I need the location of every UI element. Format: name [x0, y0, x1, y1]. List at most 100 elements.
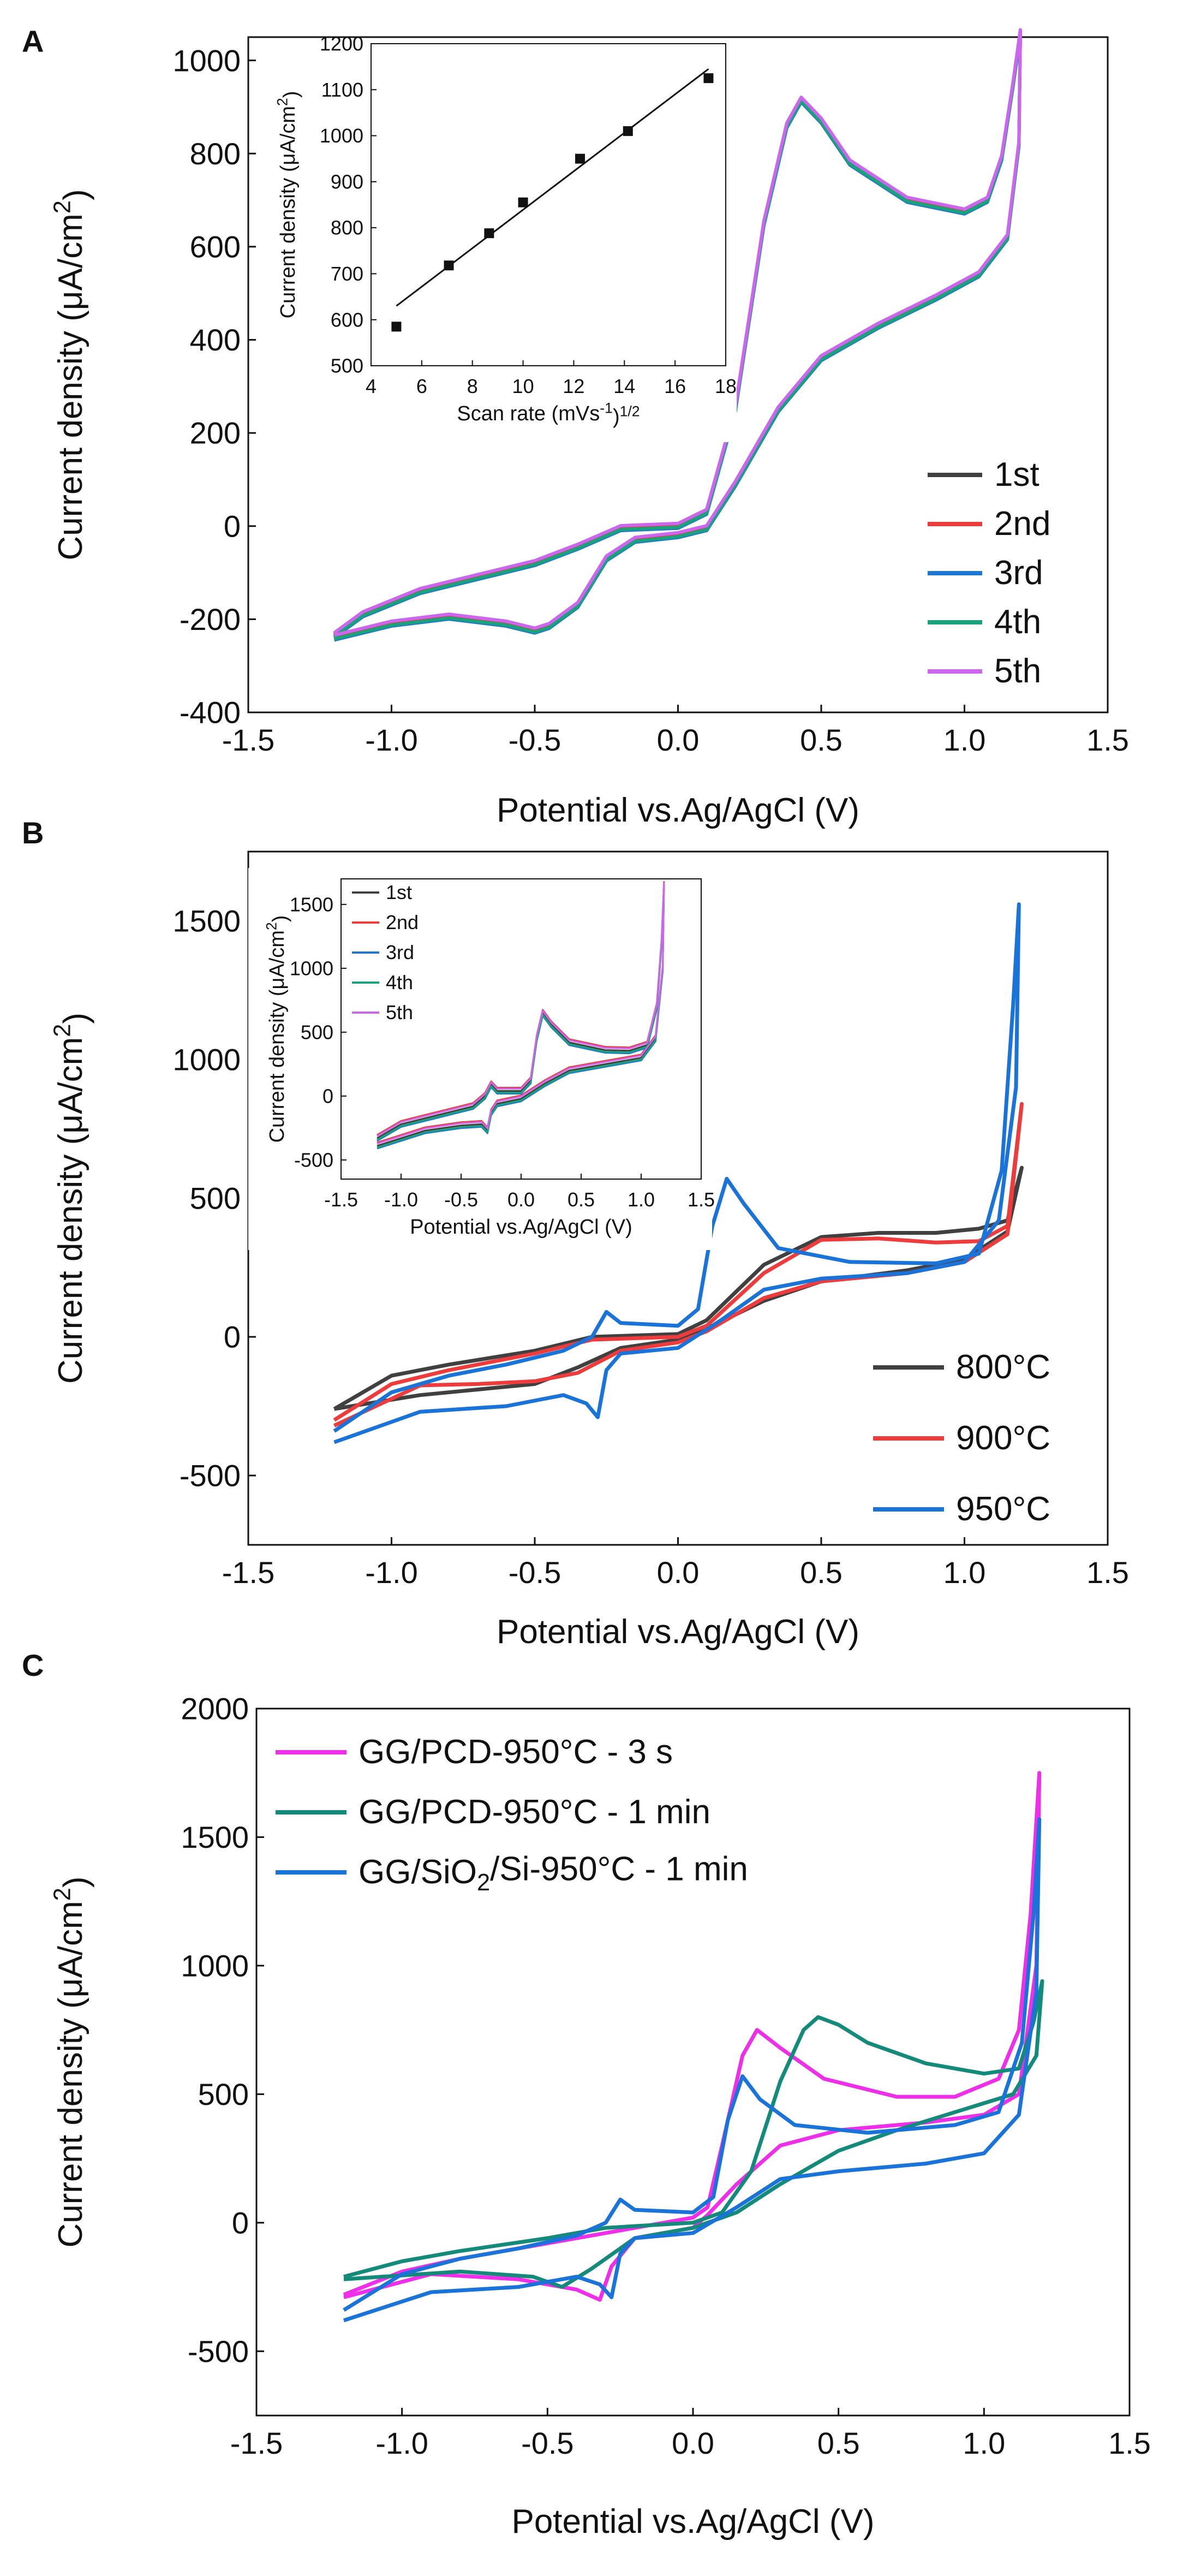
panel-a-inset-point: [444, 260, 454, 271]
panel-c-xtick-label: -1.0: [375, 2426, 428, 2460]
panel-a-inset-xtick-label: 10: [512, 375, 534, 397]
panel-b-inset-series-line-5th: [377, 882, 665, 1145]
panel-b-inset-y-axis-sup: 2: [264, 922, 280, 930]
panel-a-ytick-label: 400: [190, 323, 241, 357]
panel-a-inset-x-axis-title: Scan rate (mVs-1)1/2: [457, 400, 640, 429]
panel-b-inset-ytick-label: 1500: [290, 893, 333, 915]
panel-c-ytick-label: 500: [198, 2077, 249, 2111]
panel-b-ytick-label: 1500: [172, 904, 241, 938]
panel-b-ytick-label: 1000: [172, 1043, 241, 1077]
panel-a-inset-x-axis-sup: -1: [600, 400, 613, 417]
panel-a-axes: -1.5 -1.0 -0.5 0.0 0.5 1.0 1.5 -400 -200 0 200 400 6…: [49, 36, 1129, 829]
panel-a-inset-y-axis-sup: 2: [274, 98, 291, 106]
panel-b-y-axis-title-sup: 2: [49, 1024, 75, 1037]
panel-b-y-axis-title-main: Current density: [52, 1145, 89, 1384]
panel-c-ytick-label: 1500: [181, 1820, 249, 1854]
panel-a-ytick-label: 800: [190, 136, 241, 171]
panel-c-legend-label-sub: 2: [477, 1870, 490, 1896]
panel-c-xtick-label: 1.0: [963, 2426, 1005, 2460]
panel-c-series-line-GG/SiO2/Si-950°C - 1 min: [343, 1817, 1042, 2323]
panel-c-xtick-label: -1.5: [230, 2426, 283, 2460]
panel-c-xtick-label: -0.5: [521, 2426, 574, 2460]
panel-c-y-axis-title-sup: 2: [49, 1888, 75, 1901]
panel-c-ytick-label: 1000: [181, 1949, 249, 1983]
panel-a-inset-x-axis-close: ): [613, 406, 620, 429]
panel-a-y-axis-title: Current density (μA/cm2): [49, 189, 94, 560]
panel-b-ytick-label: 500: [190, 1181, 241, 1216]
panel-b-inset-legend-label: 3rd: [386, 941, 414, 963]
charts-layer: -1.5 -1.0 -0.5 0.0 0.5 1.0 1.5 -400 -200 0 200 400 6…: [49, 28, 1151, 2541]
panel-b-series-line-800°C: [333, 1165, 1024, 1411]
panel-a-inset-axes: 4 6 8 10 12 14 16 18 500 600 700 800 900 1000 1100 1200…: [274, 33, 737, 429]
panel-a-inset-ytick-label: 800: [331, 217, 363, 239]
panel-b-series-line-950°C: [333, 902, 1021, 1444]
panel-b-xtick-label: 0.5: [800, 1555, 843, 1590]
panel-a-inset-point: [391, 322, 402, 332]
panel-c-legend-label-part: /Si-950°C - 1 min: [490, 1850, 748, 1888]
panel-a-xtick-label: -1.5: [222, 723, 275, 757]
panel-a-legend-label: 2nd: [994, 505, 1050, 543]
panel-a-legend-label: 4th: [994, 603, 1041, 641]
panel-b-legend-label: 900°C: [956, 1419, 1050, 1457]
panel-a-inset-xtick-label: 14: [613, 375, 635, 397]
panel-a-ytick-label: -200: [180, 602, 241, 636]
panel-b-y-axis-title: Current density (μA/cm2): [49, 1013, 94, 1384]
panel-a-inset-xtick-label: 18: [715, 375, 737, 397]
panel-a-legend-label: 3rd: [994, 554, 1043, 592]
panel-a-inset-y-axis-close: ): [280, 91, 303, 98]
panel-c-x-axis-title: Potential vs.Ag/AgCl (V): [511, 2503, 874, 2541]
panel-b-xtick-label: 1.0: [943, 1555, 986, 1590]
panel-a-ytick-label: -400: [180, 695, 241, 730]
panel-c-y-axis-title: Current density (μA/cm2): [49, 1876, 94, 2247]
panel-b-inset-xtick-label: 0.0: [507, 1188, 535, 1211]
panel-a-inset-x-axis-sup: 1/2: [620, 403, 640, 419]
panel-c-legend-label: GG/SiO2/Si-950°C - 1 min: [359, 1850, 748, 1896]
panel-b-y-axis-title-paren-open: (: [52, 1133, 89, 1145]
panel-c-y-axis-title-paren-close: ): [57, 1876, 94, 1888]
panel-b-inset-xtick-label: 1.0: [628, 1188, 655, 1211]
panel-b-inset-axes: -1.5 -1.0 -0.5 0.0 0.5 1.0 1.5 -500 0 500 1000 1500…: [264, 878, 715, 1239]
panel-b-ytick-label: 0: [224, 1320, 241, 1354]
panel-b-legend-label: 950°C: [956, 1490, 1050, 1528]
panel-a-series-group: [333, 28, 1022, 642]
panel-b-inset-ytick-label: 1000: [290, 957, 333, 979]
panel-a-xtick-label: 0.0: [657, 723, 700, 757]
panel-a-xtick-label: 0.5: [800, 723, 843, 757]
panel-b-inset-ytick-label: -500: [294, 1149, 333, 1171]
panel-a-y-axis-title-paren-open: (: [52, 310, 89, 322]
panel-b-y-axis-title-unit: μA/cm: [52, 1037, 89, 1134]
panel-a-xtick-label: -1.0: [365, 723, 418, 757]
panel-a-inset-xtick-label: 12: [563, 375, 584, 397]
panel-c-y-axis-title-main: Current density: [52, 2009, 89, 2248]
panel-a-legend-label: 1st: [994, 456, 1039, 493]
panel-c-ytick-label: -500: [188, 2334, 249, 2369]
panel-b-inset-legend-label: 2nd: [386, 911, 419, 933]
panel-b-x-axis-title: Potential vs.Ag/AgCl (V): [497, 1613, 859, 1651]
panel-a-legend-label: 5th: [994, 652, 1041, 690]
panel-a-xtick-label: 1.5: [1086, 723, 1129, 757]
panel-c-xtick-label: 1.5: [1108, 2426, 1151, 2460]
panel-a-ytick-label: 1000: [172, 43, 241, 78]
panel-b-inset-y-axis-main: Current density (μA/cm: [266, 930, 289, 1143]
panel-a-inset-point: [575, 153, 585, 164]
panel-b-xtick-label: -1.5: [222, 1555, 275, 1590]
panel-a-ytick-label: 600: [190, 229, 241, 264]
panel-a-xtick-label: 1.0: [943, 723, 986, 757]
panel-c-xtick-label: 0.5: [817, 2426, 860, 2460]
panel-a-ytick-label: 200: [190, 416, 241, 450]
panel-b-inset-y-axis-close: ): [269, 915, 292, 923]
panel-b-inset-ytick-label: 500: [301, 1021, 333, 1043]
panel-b-inset-legend-label: 4th: [386, 971, 413, 993]
panel-c-series-group: [343, 1771, 1044, 2323]
panel-c-ytick-label: 0: [232, 2205, 249, 2240]
panel-letter-c: C: [22, 1648, 44, 1682]
panel-b-series-line-900°C: [333, 1102, 1024, 1427]
panel-a-inset-point: [623, 126, 633, 136]
panel-b-xtick-label: 1.5: [1086, 1555, 1129, 1590]
panel-a-inset-ytick-label: 500: [331, 355, 363, 377]
panel-a-inset-point: [484, 228, 494, 239]
panel-a-inset-point: [703, 73, 714, 84]
panel-a-inset-y-axis-main: Current density (μA/cm: [277, 106, 300, 318]
panel-b-inset-xtick-label: -1.5: [324, 1188, 358, 1211]
